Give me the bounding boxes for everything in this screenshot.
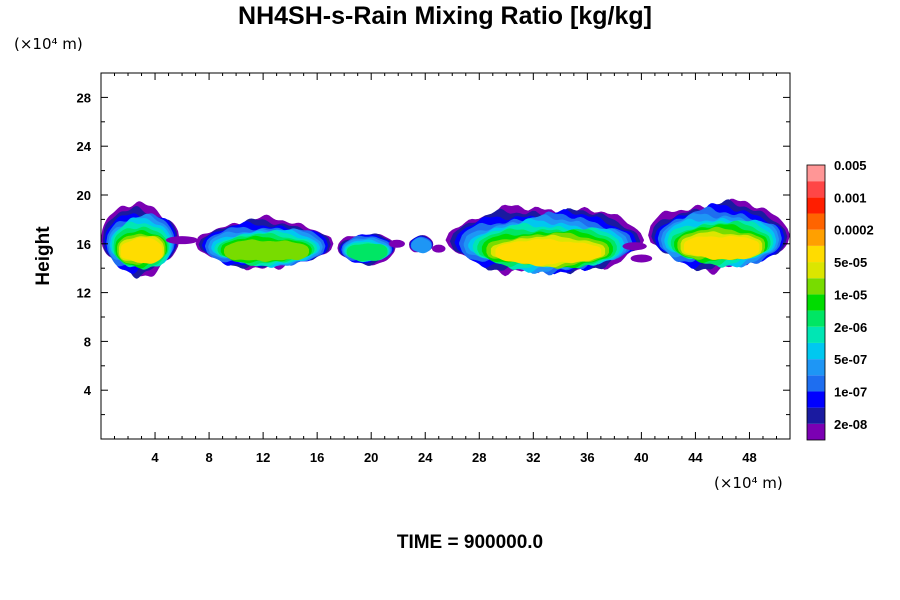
y-axis-unit: (×10⁴ m) [14,35,83,53]
colorbar-label: 0.005 [834,158,867,173]
cloud-contour-level [120,237,163,264]
colorbar-swatch [807,310,825,327]
x-tick-label: 36 [580,450,594,465]
colorbar-swatch [807,262,825,279]
colorbar-label: 2e-08 [834,417,867,432]
colorbar-label: 5e-05 [834,255,867,270]
cloud-contour-level [224,239,309,262]
colorbar-label: 2e-06 [834,320,867,335]
y-tick-label: 8 [84,334,91,349]
colorbar-swatch [807,423,825,440]
colorbar-swatch [807,391,825,408]
cloud-wisp [388,239,405,248]
cloud-contour-level [495,238,602,267]
y-tick-label: 28 [77,90,91,105]
x-tick-label: 16 [310,450,324,465]
x-tick-label: 24 [418,450,433,465]
colorbar-swatch [807,213,825,230]
cloud-wisp [165,236,199,245]
cloud-contour-level [411,237,432,254]
colorbar-swatch [807,181,825,198]
colorbar-label: 1e-05 [834,287,867,302]
colorbar-label: 5e-07 [834,352,867,367]
colorbar-label: 0.0002 [834,223,874,238]
cloud-contour-level [346,243,388,262]
colorbar-swatch [807,165,825,182]
x-tick-label: 4 [151,450,159,465]
colorbar-frame [806,164,826,441]
x-tick-label: 28 [472,450,486,465]
x-tick-label: 20 [364,450,378,465]
y-tick-label: 24 [77,139,92,154]
colorbar: 2e-08 1e-07 5e-07 2e-06 1e-05 5e-05 0.0002 0.00… [806,158,874,441]
cloud-field [101,198,790,279]
colorbar-swatch [807,197,825,214]
colorbar-swatch [807,407,825,424]
y-axis-title: Height [33,226,54,286]
colorbar-swatch [807,375,825,392]
x-tick-label: 8 [205,450,212,465]
cloud-wisp [630,254,653,263]
y-tick-label: 20 [77,188,91,203]
colorbar-swatch [807,342,825,360]
y-tick-label: 4 [84,383,92,398]
colorbar-label: 1e-07 [834,384,867,399]
time-label: TIME = 900000.0 [396,532,544,553]
cloud-wisp [622,242,647,251]
chart-title: NH4SH-s-Rain Mixing Ratio [kg/kg] [238,2,652,30]
colorbar-label: 0.001 [834,190,867,205]
x-tick-label: 48 [742,450,756,465]
colorbar-swatch [807,278,825,295]
colorbar-swatch [807,326,825,343]
colorbar-swatch [807,294,825,311]
y-tick-label: 12 [77,286,91,301]
x-tick-label: 40 [634,450,648,465]
plot-frame [100,72,791,440]
x-axis-unit: (×10⁴ m) [714,474,783,492]
colorbar-swatch [807,229,825,246]
cloud-contour-level [683,235,760,260]
x-tick-label: 12 [256,450,270,465]
colorbar-swatch [807,359,825,376]
x-tick-label: 44 [688,450,703,465]
cloud-wisp [431,244,446,253]
x-tick-label: 32 [526,450,540,465]
y-tick-label: 16 [77,237,91,252]
colorbar-swatch [807,245,825,263]
